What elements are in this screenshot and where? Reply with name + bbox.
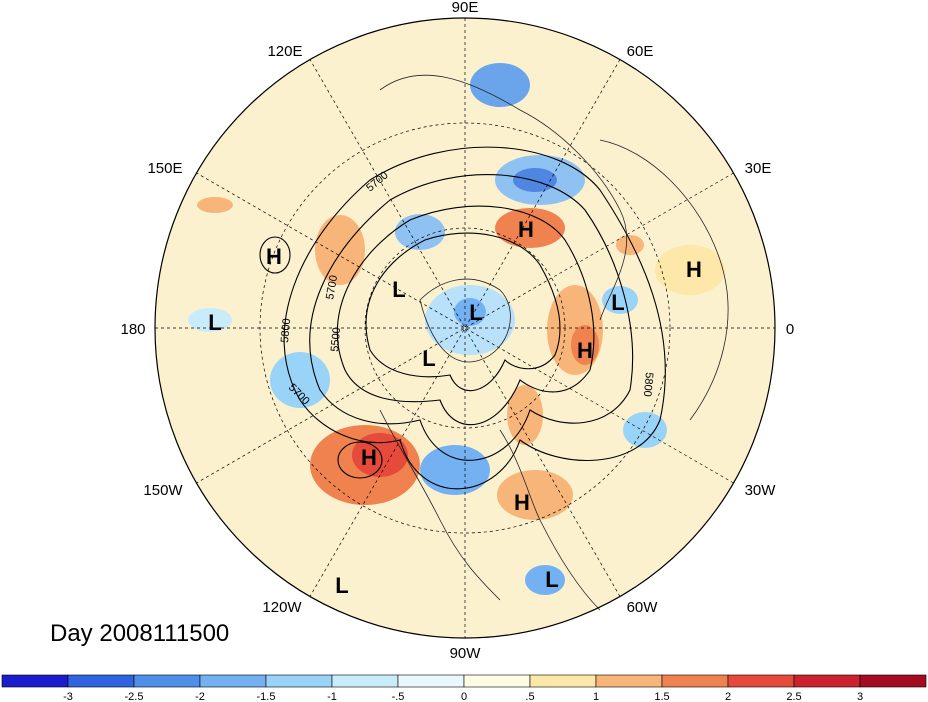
- polar-stereographic-map: 90E 60E 30E 0 30W 60W 90W 120W 150W 180 …: [120, 0, 794, 662]
- colorbar-tick-label: -2.5: [125, 691, 144, 702]
- colorbar-box: [661, 674, 729, 688]
- colorbar-box: [1, 674, 69, 688]
- colorbar-box: [133, 674, 201, 688]
- lon-label-30w: 30W: [745, 482, 777, 499]
- contour-label: 5500: [329, 327, 343, 352]
- lon-label-30e: 30E: [745, 160, 772, 177]
- colorbar-box: [265, 674, 333, 688]
- colorbar-box: [793, 674, 861, 688]
- lon-label-120w: 120W: [262, 599, 302, 616]
- contour-label: 5800: [641, 372, 655, 397]
- low-pressure-marker: L: [392, 277, 405, 302]
- colorbar-boxes: [1, 674, 927, 688]
- colorbar-tick-label: -.5: [392, 691, 405, 702]
- map-boundary: [154, 17, 776, 639]
- lon-label-150w: 150W: [143, 482, 183, 499]
- colorbar-box: [529, 674, 597, 688]
- low-pressure-marker: L: [208, 310, 221, 335]
- colorbar-box: [67, 674, 135, 688]
- colorbar-box: [727, 674, 795, 688]
- pressure-system-markers: H L L H H L H L L H H L L: [208, 217, 702, 598]
- colorbar-box: [859, 674, 927, 688]
- lon-label-60w: 60W: [627, 599, 659, 616]
- low-pressure-marker: L: [545, 567, 558, 592]
- colorbar-box: [199, 674, 267, 688]
- colorbar-tick-label: -2: [195, 691, 205, 702]
- low-pressure-marker: L: [469, 300, 482, 325]
- lon-label-60e: 60E: [627, 43, 654, 60]
- colorbar-tick-label: 0: [461, 691, 467, 702]
- colorbar-tick-label: 3: [857, 691, 863, 702]
- lon-label-120e: 120E: [267, 43, 302, 60]
- lon-label-180: 180: [120, 321, 145, 338]
- lon-label-90e: 90E: [452, 0, 479, 16]
- anomaly-field: [155, 18, 775, 638]
- contour-label: 5800: [279, 318, 293, 343]
- graticule: [155, 18, 775, 638]
- colorbar-tick-label: -3: [63, 691, 73, 702]
- high-pressure-marker: H: [361, 445, 377, 470]
- colorbar-tick-label: .5: [525, 691, 534, 702]
- colorbar-box: [463, 674, 531, 688]
- contour-label: 5700: [324, 274, 340, 300]
- coastlines: [379, 74, 729, 611]
- height-contours: [259, 146, 666, 490]
- colorbar-box: [595, 674, 663, 688]
- colorbar-ticks: -3 -2.5 -2 -1.5 -1 -.5 0 .5 1 1.5 2 2.5 3: [63, 691, 863, 702]
- lon-label-90w: 90W: [450, 645, 482, 662]
- low-pressure-marker: L: [422, 346, 435, 371]
- colorbar-tick-label: -1: [327, 691, 337, 702]
- colorbar-tick-label: 1: [593, 691, 599, 702]
- high-pressure-marker: H: [577, 338, 593, 363]
- high-pressure-marker: H: [514, 490, 530, 515]
- date-label: Day 2008111500: [50, 620, 230, 647]
- low-pressure-marker: L: [611, 290, 624, 315]
- high-pressure-marker: H: [686, 257, 702, 282]
- colorbar-tick-label: -1.5: [257, 691, 276, 702]
- high-pressure-marker: H: [266, 244, 282, 269]
- colorbar-tick-label: 2.5: [786, 691, 801, 702]
- colorbar-tick-label: 1.5: [654, 691, 669, 702]
- longitude-labels: 90E 60E 30E 0 30W 60W 90W 120W 150W 180 …: [120, 0, 794, 662]
- colorbar-box: [331, 674, 399, 688]
- colorbar-tick-label: 2: [725, 691, 731, 702]
- low-pressure-marker: L: [335, 573, 348, 598]
- high-pressure-marker: H: [518, 217, 534, 242]
- lon-label-150e: 150E: [147, 160, 182, 177]
- lon-label-0: 0: [786, 321, 794, 338]
- colorbar-box: [397, 674, 465, 688]
- colorbar: -3 -2.5 -2 -1.5 -1 -.5 0 .5 1 1.5 2 2.5 3: [1, 674, 927, 702]
